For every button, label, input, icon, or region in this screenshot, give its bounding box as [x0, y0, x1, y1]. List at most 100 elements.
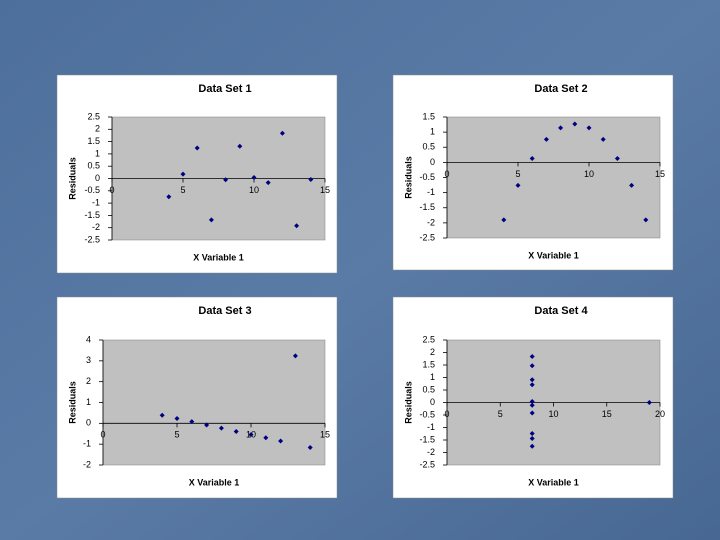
data-point [529, 399, 535, 404]
y-tick-label: 0.5 [87, 161, 100, 171]
y-tick-label: -2 [83, 459, 91, 469]
y-tick-label: -1 [427, 422, 435, 432]
y-tick-label: 1 [430, 372, 435, 382]
data-point [529, 377, 535, 383]
x-tick-label: 0 [109, 185, 114, 195]
data-point [218, 425, 224, 431]
y-tick-label: -2.5 [419, 232, 435, 242]
y-tick-label: 0.5 [422, 142, 435, 152]
data-point [278, 438, 284, 444]
data-point [279, 130, 285, 136]
y-tick-label: -2 [427, 447, 435, 457]
data-point [543, 136, 549, 142]
chart-title: Data Set 1 [198, 83, 251, 95]
data-point [529, 431, 535, 436]
data-point [558, 125, 564, 131]
data-point [515, 182, 521, 188]
data-point [529, 443, 535, 449]
data-point [529, 410, 535, 416]
y-axis-label: Residuals [403, 381, 413, 424]
data-point [629, 182, 635, 188]
data-point [292, 353, 298, 359]
data-point [614, 155, 620, 161]
data-point [265, 180, 271, 186]
y-tick-label: -0.5 [419, 409, 435, 419]
y-tick-label: -2.5 [419, 459, 435, 469]
y-tick-label: 2 [86, 376, 91, 386]
x-tick-label: 10 [249, 185, 259, 195]
y-tick-label: 1.5 [422, 359, 435, 369]
data-point [529, 363, 535, 369]
data-point [529, 436, 535, 441]
y-tick-label: 2.5 [87, 111, 100, 121]
data-point [204, 422, 210, 428]
y-tick-label: 0 [95, 173, 100, 183]
data-point [529, 402, 535, 408]
chart-title: Data Set 2 [534, 83, 587, 95]
y-tick-label: 1.5 [422, 111, 435, 121]
data-point [529, 354, 535, 359]
data-point [159, 412, 165, 418]
y-axis-label: Residuals [403, 156, 413, 199]
x-tick-label: 0 [444, 169, 449, 179]
y-axis-label: Residuals [67, 381, 77, 424]
data-point [194, 145, 200, 151]
y-axis-label: Residuals [67, 157, 77, 200]
y-tick-label: -0.5 [84, 185, 100, 195]
y-tick-label: 1 [95, 148, 100, 158]
data-point [233, 428, 239, 434]
y-tick-label: 1 [430, 127, 435, 137]
x-tick-label: 20 [655, 409, 665, 419]
y-tick-label: -2 [92, 222, 100, 232]
y-tick-label: 1 [86, 397, 91, 407]
y-tick-label: -1 [83, 439, 91, 449]
data-point [180, 171, 186, 177]
data-point [248, 432, 254, 438]
x-tick-label: 5 [180, 185, 185, 195]
x-tick-label: 5 [174, 430, 179, 440]
x-tick-label: 5 [515, 169, 520, 179]
data-point [643, 217, 649, 223]
data-point [223, 177, 229, 183]
x-axis-label: X Variable 1 [189, 477, 240, 487]
chart-title: Data Set 3 [198, 305, 251, 317]
y-tick-label: 0 [430, 397, 435, 407]
data-point [174, 416, 180, 422]
y-tick-label: -1 [92, 197, 100, 207]
data-point [166, 194, 172, 200]
data-point [307, 445, 313, 450]
data-point [586, 125, 592, 131]
y-tick-label: 2 [95, 124, 100, 134]
y-tick-label: 1.5 [87, 136, 100, 146]
plot-area [102, 339, 326, 466]
x-tick-label: 0 [444, 409, 449, 419]
data-point [529, 382, 535, 388]
x-axis-label: X Variable 1 [528, 250, 579, 260]
data-point [501, 217, 507, 223]
data-point [237, 143, 243, 149]
y-tick-label: -2.5 [84, 234, 100, 244]
y-tick-label: 3 [86, 355, 91, 365]
x-axis-label: X Variable 1 [528, 477, 579, 487]
y-tick-label: -1.5 [419, 202, 435, 212]
y-tick-label: -1 [427, 187, 435, 197]
data-point [189, 419, 195, 425]
x-tick-label: 10 [548, 409, 558, 419]
x-tick-label: 0 [100, 430, 105, 440]
data-point [294, 223, 300, 229]
y-tick-label: -1.5 [419, 434, 435, 444]
x-tick-label: 5 [498, 409, 503, 419]
x-tick-label: 15 [320, 430, 330, 440]
y-tick-label: -1.5 [84, 210, 100, 220]
y-tick-label: 2 [430, 347, 435, 357]
y-tick-label: 0 [86, 418, 91, 428]
plot-area [446, 116, 661, 239]
x-axis-label: X Variable 1 [193, 252, 244, 262]
data-point [529, 155, 535, 161]
data-point [572, 121, 578, 127]
x-tick-label: 15 [602, 409, 612, 419]
x-tick-label: 10 [584, 169, 594, 179]
x-tick-label: 15 [320, 185, 330, 195]
data-point [308, 176, 314, 182]
